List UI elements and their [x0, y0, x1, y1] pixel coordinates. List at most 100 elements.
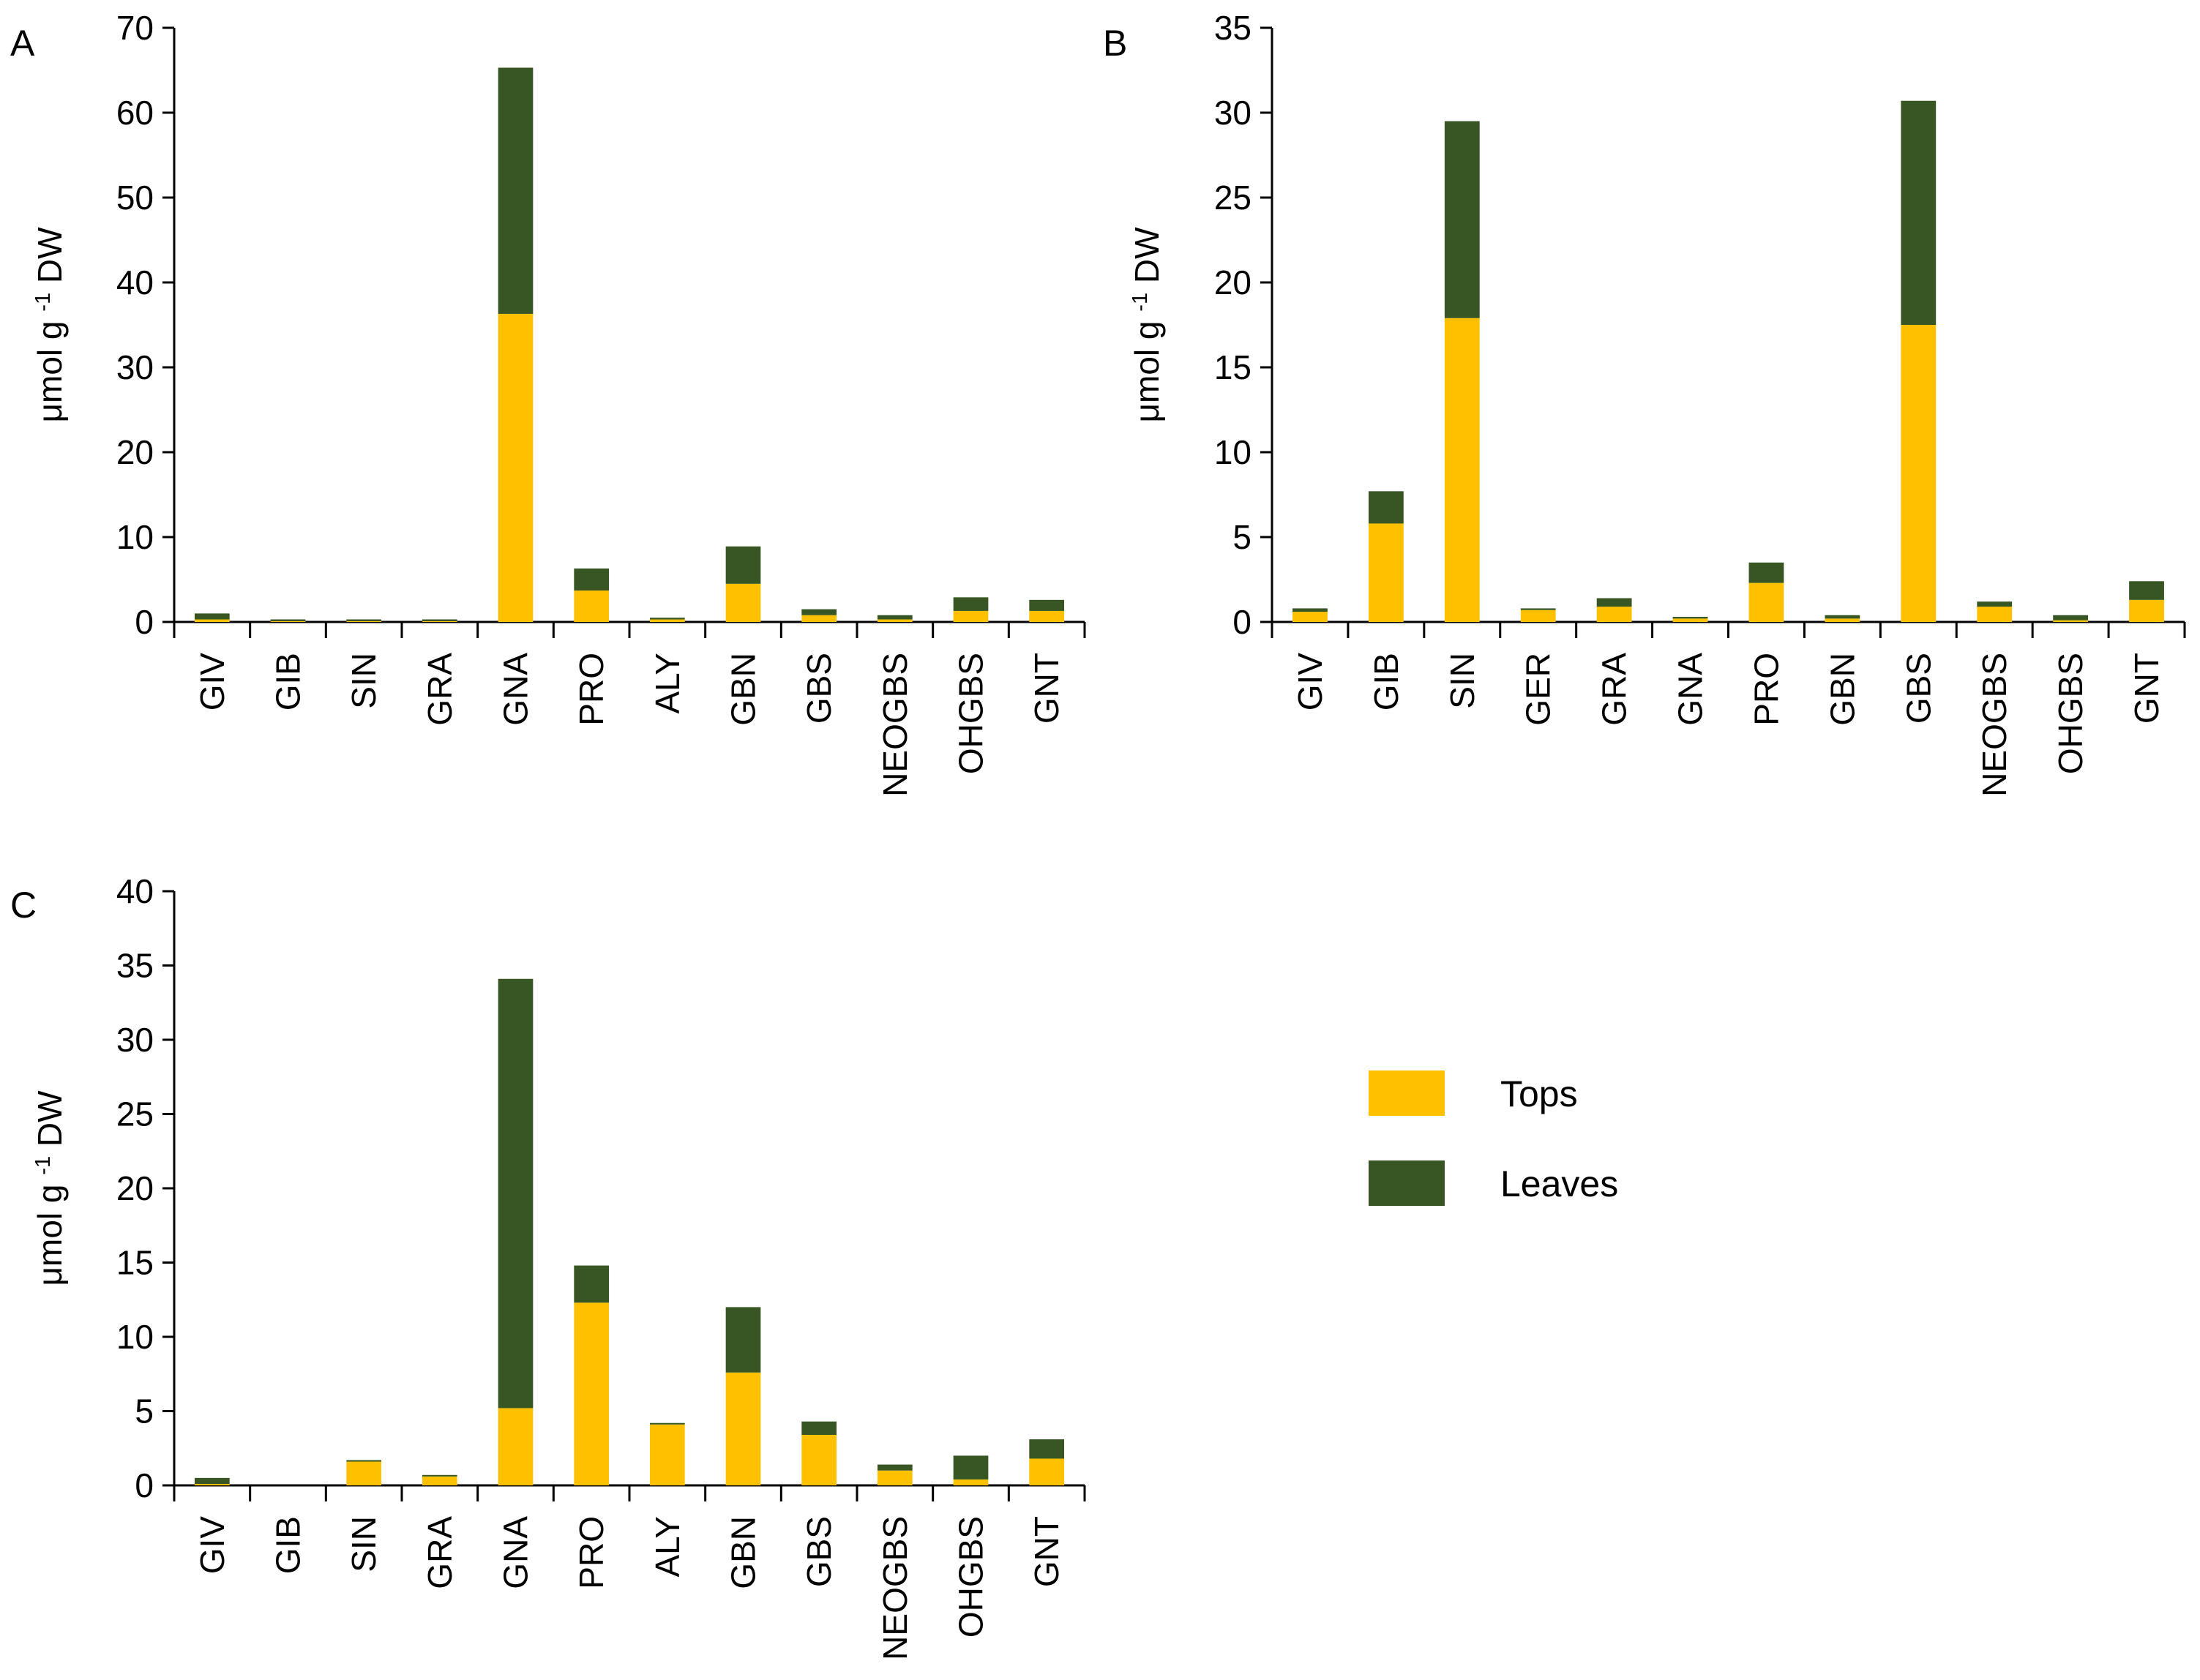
bar-leaves-gna [1672, 617, 1708, 619]
x-tick-label-gra: GRA [421, 1516, 459, 1589]
bar-leaves-ohgbs [953, 597, 989, 611]
y-tick-label: 0 [1232, 603, 1251, 641]
bar-leaves-giv [194, 1477, 230, 1484]
panel-c: C 0 5 10 15 20 25 30 35 40 GIV GIB SIN GRA GNA PRO ALY GB… [10, 872, 1086, 1660]
y-tick-label: 20 [116, 433, 154, 471]
bar-tops-aly [649, 619, 685, 622]
bar-leaves-gra [1596, 598, 1632, 607]
x-tick-label-gbs: GBS [1899, 653, 1937, 724]
bar-leaves-neogbs [877, 615, 913, 620]
bar-leaves-gib [1368, 491, 1404, 524]
bar-leaves-neogbs [1977, 601, 2013, 607]
bar-leaves-gbs [801, 1421, 837, 1435]
y-axis-label: μmol g -1 DW [31, 1090, 69, 1286]
bar-tops-ohgbs [2053, 620, 2089, 622]
bar-leaves-gbs [1901, 100, 1937, 325]
bar-leaves-gnt [2129, 581, 2164, 600]
bar-leaves-neogbs [877, 1464, 913, 1471]
bar-tops-gra [422, 620, 457, 622]
bar-tops-gna [498, 313, 534, 622]
y-axis-label-unit: DW [31, 1090, 69, 1156]
x-tick-label-aly: ALY [648, 1516, 686, 1578]
bar-leaves-gnt [1029, 599, 1065, 611]
bar-tops-gra [422, 1476, 457, 1485]
x-tick-label-ger: GER [1519, 653, 1557, 726]
panel-letter: C [10, 885, 37, 926]
y-axis-label-superscript: -1 [31, 293, 55, 312]
y-tick-label: 35 [116, 947, 154, 985]
x-tick-label-gnt: GNT [1028, 653, 1066, 724]
x-tick-label-gbs: GBS [800, 1516, 838, 1587]
bar-leaves-pro [574, 1265, 610, 1303]
x-tick-label-gnt: GNT [1028, 1516, 1066, 1587]
y-tick-label: 5 [1232, 518, 1251, 556]
y-tick-label: 0 [135, 603, 154, 641]
bar-tops-sin [346, 1461, 382, 1485]
bar-tops-gib [1368, 523, 1404, 622]
bar-leaves-gib [270, 619, 306, 621]
x-tick-label-neogbs: NEOGBS [876, 1516, 914, 1660]
x-tick-label-neogbs: NEOGBS [1975, 653, 2013, 797]
x-tick-label-gbs: GBS [800, 653, 838, 724]
bar-tops-gib [270, 620, 306, 622]
bar-leaves-sin [346, 619, 382, 621]
bar-tops-gnt [1029, 610, 1065, 622]
bar-tops-giv [1292, 612, 1328, 622]
y-tick-label: 15 [116, 1244, 154, 1282]
bar-leaves-sin [1444, 121, 1480, 318]
bar-leaves-giv [1292, 608, 1328, 612]
bar-tops-gbs [1901, 325, 1937, 622]
y-tick-label: 15 [1214, 348, 1251, 386]
bar-tops-pro [1748, 582, 1784, 622]
x-tick-label-ohgbs: OHGBS [952, 1516, 990, 1638]
y-tick-label: 50 [116, 179, 154, 217]
bar-tops-gbn [725, 583, 761, 622]
bar-tops-giv [194, 1483, 230, 1485]
bar-leaves-gbs [801, 609, 837, 615]
bar-tops-gbn [725, 1372, 761, 1485]
x-tick-label-giv: GIV [193, 653, 231, 711]
x-tick-label-aly: ALY [648, 653, 686, 714]
bar-tops-gra [1596, 607, 1632, 622]
y-tick-label: 30 [116, 348, 154, 386]
x-tick-label-giv: GIV [1291, 653, 1329, 711]
bar-tops-neogbs [1977, 607, 2013, 622]
bar-tops-gna [1672, 618, 1708, 622]
legend-swatch-leaves [1369, 1160, 1445, 1206]
x-tick-label-ohgbs: OHGBS [952, 653, 990, 774]
x-tick-label-ohgbs: OHGBS [2051, 653, 2089, 774]
bar-tops-ohgbs [953, 610, 989, 622]
bar-leaves-gnt [1029, 1439, 1065, 1459]
y-axis-label: μmol g -1 DW [31, 227, 69, 423]
y-axis-label-unit: DW [1128, 227, 1166, 293]
y-tick-label: 25 [116, 1095, 154, 1133]
panel-letter: A [10, 23, 35, 64]
x-tick-label-pro: PRO [572, 1516, 610, 1589]
y-tick-label: 40 [116, 263, 154, 301]
y-tick-label: 60 [116, 94, 154, 132]
bar-tops-ohgbs [953, 1479, 989, 1485]
bar-tops-gnt [2129, 599, 2164, 622]
y-tick-label: 40 [116, 872, 154, 910]
x-tick-label-gib: GIB [269, 653, 307, 710]
bar-tops-sin [346, 620, 382, 622]
bar-tops-gnt [1029, 1458, 1065, 1485]
y-tick-label: 20 [116, 1169, 154, 1207]
bar-leaves-gra [422, 1474, 457, 1477]
x-tick-label-gib: GIB [269, 1516, 307, 1574]
y-tick-label: 30 [116, 1021, 154, 1059]
bar-leaves-gna [498, 978, 534, 1409]
y-axis-label-superscript: -1 [31, 1156, 55, 1175]
bar-leaves-gbn [725, 546, 761, 584]
y-tick-label: 0 [135, 1466, 154, 1504]
legend: Tops Leaves [1369, 1070, 1618, 1206]
x-tick-label-gna: GNA [1672, 653, 1710, 726]
bar-leaves-sin [346, 1460, 382, 1462]
x-tick-label-gbn: GBN [725, 1516, 763, 1589]
bar-leaves-aly [649, 618, 685, 620]
x-tick-label-gra: GRA [421, 653, 459, 726]
bar-leaves-pro [1748, 562, 1784, 583]
x-tick-label-gna: GNA [497, 1516, 535, 1589]
x-tick-label-gib: GIB [1367, 653, 1405, 710]
